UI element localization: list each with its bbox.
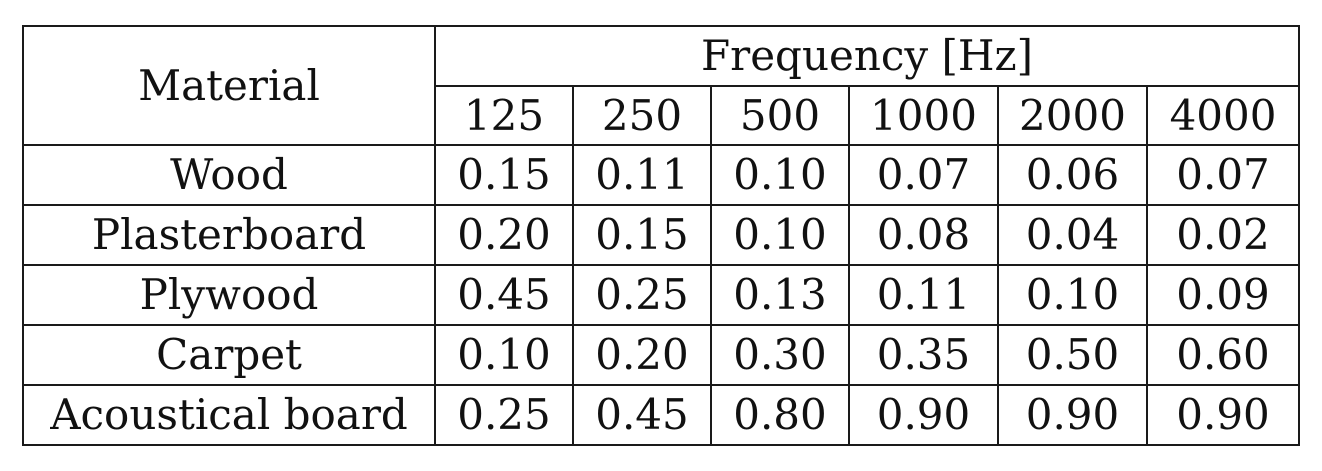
coefficient-cell: 0.45 <box>434 264 574 326</box>
coefficient-cell: 0.30 <box>710 324 850 386</box>
coefficient-cell: 0.02 <box>1145 204 1301 266</box>
material-cell: Wood <box>22 144 436 206</box>
frequency-header: 125 <box>434 85 574 146</box>
coefficient-cell: 0.90 <box>997 384 1148 446</box>
coefficient-cell: 0.35 <box>848 324 999 386</box>
coefficient-cell: 0.50 <box>997 324 1148 386</box>
coefficient-cell: 0.15 <box>572 204 712 266</box>
coefficient-cell: 0.09 <box>1145 264 1301 326</box>
frequency-header: 1000 <box>848 85 999 146</box>
table-row: Plasterboard 0.20 0.15 0.10 0.08 0.04 0.… <box>22 204 1301 266</box>
coefficient-cell: 0.90 <box>848 384 999 446</box>
header-row-group: Material Frequency [Hz] <box>22 25 1301 146</box>
coefficient-cell: 0.45 <box>572 384 712 446</box>
coefficient-cell: 0.60 <box>1145 324 1301 386</box>
material-column-header: Material <box>22 25 436 146</box>
coefficient-cell: 0.20 <box>434 204 574 266</box>
frequency-header: 500 <box>710 85 850 146</box>
material-cell: Acoustical board <box>22 384 436 446</box>
material-cell: Plywood <box>22 264 436 326</box>
coefficient-cell: 0.11 <box>572 144 712 206</box>
coefficient-cell: 0.04 <box>997 204 1148 266</box>
coefficient-cell: 0.25 <box>572 264 712 326</box>
coefficient-cell: 0.10 <box>710 144 850 206</box>
table-row: Acoustical board 0.25 0.45 0.80 0.90 0.9… <box>22 384 1301 446</box>
table-row: Plywood 0.45 0.25 0.13 0.11 0.10 0.09 <box>22 264 1301 326</box>
coefficient-cell: 0.25 <box>434 384 574 446</box>
coefficient-cell: 0.11 <box>848 264 999 326</box>
coefficient-cell: 0.90 <box>1145 384 1301 446</box>
frequency-header: 2000 <box>997 85 1148 146</box>
material-cell: Plasterboard <box>22 204 436 266</box>
coefficient-cell: 0.08 <box>848 204 999 266</box>
header-row-frequencies: 125 250 500 1000 2000 4000 <box>23 85 1301 146</box>
coefficient-cell: 0.06 <box>997 144 1148 206</box>
coefficient-cell: 0.80 <box>710 384 850 446</box>
frequency-header: 250 <box>572 85 712 146</box>
coefficient-cell: 0.10 <box>710 204 850 266</box>
material-cell: Carpet <box>22 324 436 386</box>
frequency-header: 4000 <box>1145 85 1301 146</box>
coefficient-cell: 0.15 <box>434 144 574 206</box>
coefficient-cell: 0.10 <box>997 264 1148 326</box>
coefficient-cell: 0.20 <box>572 324 712 386</box>
table-row: Wood 0.15 0.11 0.10 0.07 0.06 0.07 <box>22 144 1301 206</box>
table-row: Carpet 0.10 0.20 0.30 0.35 0.50 0.60 <box>22 324 1301 386</box>
frequency-group-header: Frequency [Hz] <box>433 25 1301 87</box>
coefficient-cell: 0.07 <box>1145 144 1301 206</box>
absorption-coefficients-table: Material Frequency [Hz] 125 250 500 1000… <box>22 25 1301 446</box>
coefficient-cell: 0.07 <box>848 144 999 206</box>
coefficient-cell: 0.13 <box>710 264 850 326</box>
coefficient-cell: 0.10 <box>434 324 574 386</box>
